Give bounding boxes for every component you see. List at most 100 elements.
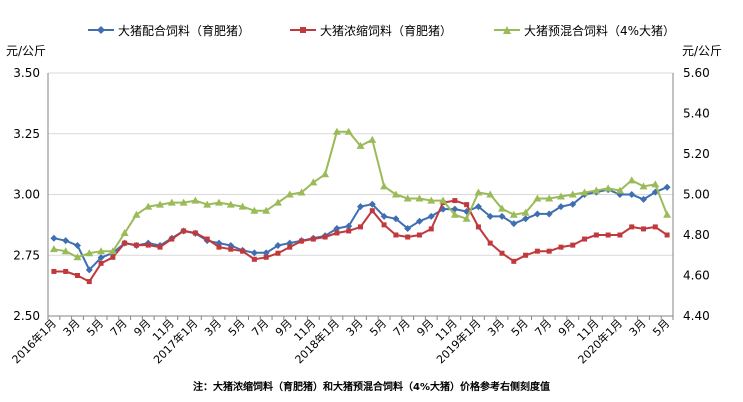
series-1-point-4 [98,260,104,266]
series-1-point-39 [511,258,517,264]
left-tick-label-2: 3.00 [13,188,40,202]
series-1-point-37 [487,240,493,246]
series-2-point-17 [250,206,259,214]
series-2-point-33 [439,196,448,204]
series-1-point-49 [629,224,635,230]
right-tick-label-4: 5.20 [683,147,710,161]
series-2-point-49 [627,176,636,184]
x-tick-label-2: 5月 [84,317,106,339]
series-2-point-44 [568,190,577,198]
legend-label-premix-feed: 大猪预混合饲料（4%大猪） [524,23,676,38]
series-1-point-31 [416,232,422,238]
series-1-point-3 [86,279,92,285]
series-1-point-43 [558,244,564,250]
x-tick-label-7: 3月 [202,317,224,339]
series-2-point-6 [120,228,129,236]
series-2-point-45 [580,188,589,196]
series-1-point-35 [464,202,470,208]
series-2-point-37 [486,190,495,198]
series-2-point-46 [592,186,601,194]
series-2-point-20 [285,190,294,198]
right-tick-label-2: 4.80 [683,228,710,242]
left-tick-label-3: 3.25 [13,127,40,141]
x-tick-label-14: 5月 [367,317,389,339]
series-1-point-2 [74,273,80,278]
series-1-point-47 [605,232,611,238]
x-tick-label-9: 7月 [249,317,271,339]
legend-swatch-compound-feed [88,26,114,34]
series-0-point-34 [451,205,459,213]
series-0-point-37 [486,212,494,220]
left-tick-label-4: 3.50 [13,66,40,80]
series-0-point-30 [404,225,412,233]
series-1-point-36 [475,224,481,230]
series-line-1 [53,199,668,283]
series-2-point-42 [545,194,554,202]
series-2-point-14 [214,198,223,206]
series-2-point-10 [167,198,176,206]
series-2-point-11 [179,198,188,206]
series-1-point-28 [381,222,387,228]
series-0-point-28 [380,212,388,220]
series-1-point-17 [251,256,257,262]
series-1-point-11 [181,228,187,234]
series-2-point-50 [639,182,648,190]
series-1-point-52 [664,232,670,238]
series-0-point-24 [333,225,341,233]
series-2-point-2 [73,253,82,261]
series-0-point-49 [628,191,636,198]
x-tick-label-1: 3月 [61,317,83,339]
series-2-point-23 [321,170,330,178]
series-2-point-12 [191,196,200,204]
series-0-point-25 [345,222,353,230]
series-2-point-25 [344,127,353,135]
series-1-point-41 [534,248,540,254]
series-2-point-24 [332,127,341,135]
x-tick-label-8: 5月 [226,317,248,339]
series-1-point-51 [652,224,658,230]
series-2-point-30 [403,194,412,202]
series-0-point-39 [510,220,518,228]
series-1-point-16 [240,248,246,254]
series-2-point-48 [615,186,624,194]
x-tick-label-3: 7月 [108,317,130,339]
series-2-point-47 [604,184,613,192]
series-2-point-51 [651,180,660,188]
series-0-point-32 [427,212,435,220]
series-0-point-50 [640,195,648,203]
series-1-point-19 [275,250,281,256]
series-1-point-23 [322,234,328,240]
left-axis-unit: 元/公斤 [6,44,47,58]
legend-swatch-concentrate-feed [290,27,316,33]
series-1-point-1 [63,268,69,274]
series-0-point-36 [474,203,482,211]
series-1-point-40 [523,252,529,258]
x-tick-label-19: 3月 [485,317,507,339]
series-2-point-3 [85,249,94,257]
series-1-point-42 [546,248,552,254]
legend-label-concentrate-feed: 大猪浓缩饲料（育肥猪） [320,23,453,38]
series-2-point-5 [108,247,117,255]
series-2-point-18 [262,206,271,214]
series-1-point-8 [145,242,151,248]
series-2-point-8 [144,202,153,210]
series-2-point-1 [61,247,70,255]
series-2-point-13 [203,200,212,208]
series-2-point-31 [415,194,424,202]
right-axis-unit: 元/公斤 [682,44,723,58]
series-1-point-9 [157,244,163,250]
chart-note: 注：大猪浓缩饲料（育肥猪）和大猪预混合饲料（4%大猪）价格参考右侧刻度值 [193,382,550,393]
series-2-point-16 [238,202,247,210]
series-1-point-45 [582,236,588,242]
series-0-point-44 [569,200,577,208]
series-1-point-29 [393,232,399,238]
series-1-point-50 [641,226,647,232]
series-2-point-15 [226,200,235,208]
series-1-point-48 [617,232,623,238]
x-tick-label-26: 5月 [650,317,672,339]
x-tick-label-15: 7月 [391,317,413,339]
series-1-point-44 [570,242,576,248]
legend-swatch-premix-feed [494,26,520,34]
